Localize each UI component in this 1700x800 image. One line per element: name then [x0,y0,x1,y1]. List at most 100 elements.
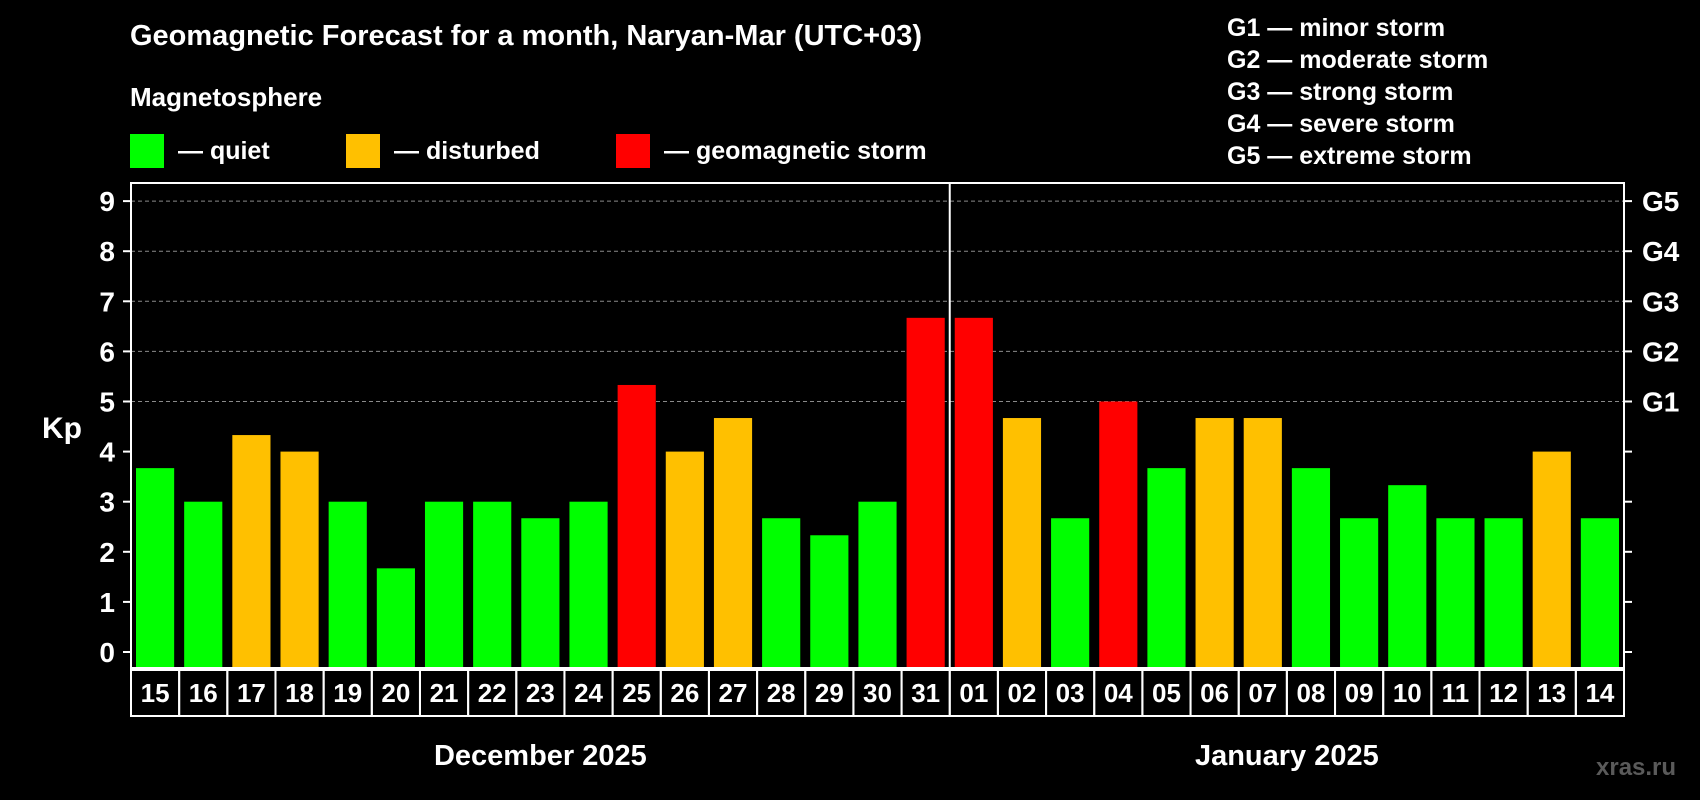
day-label-28: 28 [767,678,796,708]
y-tick-label: 2 [99,537,115,568]
storm-scale-g2: G2 — moderate storm [1227,46,1489,74]
bar-29 [810,535,849,668]
bar-26 [665,451,704,668]
day-label-18: 18 [285,678,314,708]
bar-17 [232,435,271,668]
day-label-08: 08 [1296,678,1325,708]
bar-01 [954,317,993,668]
day-label-15: 15 [141,678,170,708]
bar-31 [906,317,945,668]
day-label-13: 13 [1537,678,1566,708]
day-label-14: 14 [1585,678,1614,708]
bar-08 [1291,468,1331,668]
bar-22 [473,501,512,668]
day-label-07: 07 [1248,678,1277,708]
bar-09 [1340,518,1379,668]
y-tick-label: 0 [99,637,115,668]
day-label-22: 22 [478,678,507,708]
chart-title: Geomagnetic Forecast for a month, Naryan… [130,20,923,52]
legend-label-quiet: — quiet [178,136,270,165]
day-label-19: 19 [333,678,362,708]
day-label-29: 29 [815,678,844,708]
day-label-box [1574,669,1626,717]
bar-28 [762,518,801,668]
legend-label-disturbed: — disturbed [394,136,540,165]
storm-scale-g1: G1 — minor storm [1227,14,1446,42]
day-label-12: 12 [1489,678,1518,708]
bar-10 [1388,485,1427,668]
bar-12 [1484,518,1523,668]
day-label-30: 30 [863,678,892,708]
y-tick-label: 6 [99,336,115,367]
g-scale-label-g4: G4 [1642,236,1680,267]
bar-15 [136,468,175,668]
day-label-21: 21 [430,678,459,708]
bar-02 [1002,418,1042,668]
bar-24 [569,501,608,668]
legend-item-quiet: — quiet [130,134,270,168]
month-label-1: January 2025 [1195,740,1379,772]
bar-19 [328,501,367,668]
day-label-24: 24 [574,678,603,708]
y-tick-label: 5 [99,387,115,418]
day-label-16: 16 [189,678,218,708]
y-tick-label: 4 [99,437,115,468]
day-label-01: 01 [959,678,988,708]
storm-scale-list: G1 — minor storm G2 — moderate storm G3 … [1227,12,1488,172]
g-scale-label-g2: G2 [1642,336,1679,367]
bar-07 [1243,418,1282,668]
bar-06 [1195,418,1234,668]
bar-05 [1147,468,1186,668]
y-tick-label: 3 [99,487,115,518]
day-label-27: 27 [719,678,748,708]
legend-swatch-storm [616,134,650,168]
bar-03 [1051,518,1090,668]
day-label-23: 23 [526,678,555,708]
legend-label-storm: — geomagnetic storm [664,136,927,165]
bar-04 [1099,401,1138,668]
day-label-20: 20 [381,678,410,708]
bar-20 [376,568,415,668]
day-label-17: 17 [237,678,266,708]
bar-23 [521,518,560,668]
plot-frame [130,182,1625,669]
g-scale-label-g1: G1 [1642,387,1679,418]
g-scale-label-g5: G5 [1642,186,1679,217]
month-label-0: December 2025 [434,740,647,772]
day-label-09: 09 [1345,678,1374,708]
day-label-31: 31 [911,678,940,708]
y-axis-label: Kp [42,412,82,445]
day-label-26: 26 [670,678,699,708]
bar-14 [1580,518,1619,668]
chart-subtitle: Magnetosphere [130,82,323,112]
y-tick-label: 9 [99,186,115,217]
legend-swatch-disturbed [346,134,380,168]
day-label-25: 25 [622,678,651,708]
day-label-03: 03 [1056,678,1085,708]
legend-swatch-quiet [130,134,164,168]
bar-11 [1436,518,1475,668]
legend-item-disturbed: — disturbed [346,134,540,168]
y-tick-label: 8 [99,236,115,267]
legend-item-storm: — geomagnetic storm [616,134,927,168]
day-label-05: 05 [1152,678,1181,708]
day-label-04: 04 [1104,678,1133,708]
day-label-10: 10 [1393,678,1422,708]
day-label-02: 02 [1008,678,1037,708]
bar-13 [1532,451,1571,668]
g-scale-label-g3: G3 [1642,286,1679,317]
bar-21 [424,501,464,668]
bar-27 [713,418,753,668]
bar-16 [184,501,223,668]
watermark: xras.ru [1596,754,1677,781]
day-label-06: 06 [1200,678,1229,708]
y-tick-label: 7 [99,286,115,317]
y-tick-label: 1 [99,587,115,618]
storm-scale-g5: G5 — extreme storm [1227,142,1472,170]
bar-18 [280,451,319,668]
storm-scale-g3: G3 — strong storm [1227,78,1454,106]
storm-scale-g4: G4 — severe storm [1227,110,1455,138]
bar-30 [858,501,897,668]
day-label-11: 11 [1442,678,1470,708]
